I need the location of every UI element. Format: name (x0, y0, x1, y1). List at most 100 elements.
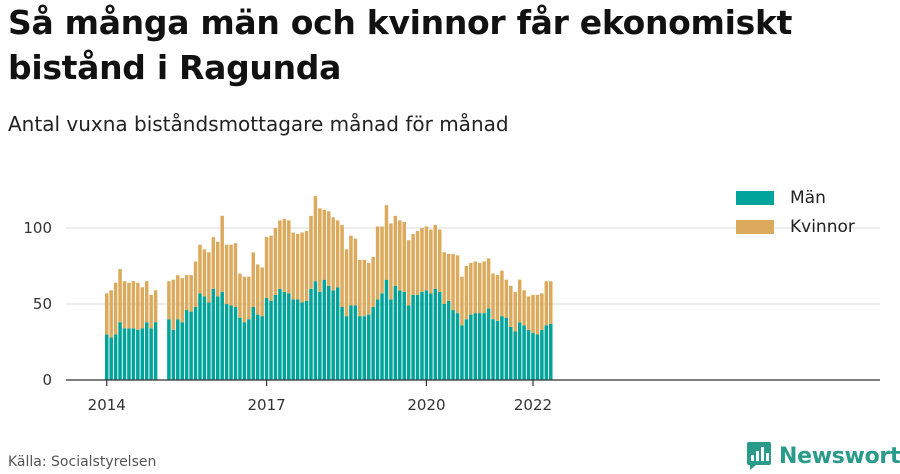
x-tick-label: 2022 (514, 396, 552, 414)
bar-men (544, 325, 549, 380)
bar-men (358, 316, 362, 380)
bar-women (371, 256, 375, 308)
bar-women (264, 237, 269, 298)
bar-men (500, 316, 504, 380)
bar-men (473, 313, 478, 380)
bar-women (522, 290, 526, 326)
bar-men (380, 293, 384, 380)
bar-men (513, 331, 517, 380)
bar-women (335, 220, 340, 288)
bar-men (193, 307, 198, 380)
bar-men (438, 291, 442, 380)
bar-men (451, 310, 455, 380)
x-tick-label: 2014 (88, 396, 126, 414)
bar-women (344, 249, 349, 317)
bar-women (464, 266, 469, 320)
bar-women (477, 262, 482, 314)
bar-women (291, 232, 295, 300)
bar-women (491, 273, 495, 320)
bar-women (313, 196, 318, 282)
bar-women (327, 211, 331, 286)
bar-women (207, 252, 211, 303)
bar-men (327, 285, 331, 380)
bar-men (167, 319, 171, 380)
bar-men (531, 332, 535, 380)
bar-women (255, 264, 260, 315)
bar-men (495, 320, 500, 380)
bar-women (504, 279, 509, 318)
bar-men (331, 290, 335, 380)
bar-men (482, 313, 486, 380)
bar-women (131, 281, 136, 329)
bar-women (260, 267, 264, 317)
bar-men (526, 329, 531, 380)
source-note: Källa: Socialstyrelsen (8, 454, 157, 470)
bar-women (193, 261, 198, 308)
bar-women (287, 220, 291, 294)
bar-women (184, 275, 189, 311)
bar-women (331, 217, 335, 291)
bar-men (322, 279, 327, 380)
bar-women (495, 275, 500, 321)
bar-men (113, 334, 118, 380)
bar-men (366, 314, 371, 380)
bar-women (149, 294, 153, 329)
brand-logo[interactable]: Newsworthy (746, 441, 900, 471)
bar-women (242, 276, 247, 323)
bar-women (176, 275, 180, 320)
bar-women (122, 281, 127, 329)
bar-men (291, 299, 295, 380)
bar-men (171, 329, 176, 380)
bar-men (220, 291, 224, 380)
bar-men (144, 322, 149, 380)
bar-women (526, 296, 531, 330)
bar-women (140, 287, 145, 329)
bar-women (429, 229, 433, 294)
bar-men (491, 319, 495, 380)
bar-women (278, 220, 282, 289)
bar-men (184, 310, 189, 380)
bar-women (473, 261, 478, 314)
bar-men (362, 316, 367, 380)
bar-men (300, 302, 304, 380)
bar-men (469, 314, 473, 380)
legend-swatch-women (736, 220, 774, 234)
bar-men (295, 299, 300, 380)
bar-men (384, 279, 389, 380)
bar-men (477, 313, 482, 380)
bar-men (140, 328, 145, 380)
bar-women (531, 294, 535, 333)
bar-men (238, 317, 242, 380)
bar-women (424, 226, 429, 291)
bar-women (451, 253, 455, 311)
bar-men (278, 288, 282, 380)
bar-women (300, 232, 304, 303)
bar-men (535, 334, 540, 380)
bar-men (269, 300, 273, 380)
bar-men (455, 313, 460, 380)
bar-men (460, 325, 464, 380)
bar-men (260, 316, 264, 380)
newsworthy-logo-icon (747, 442, 771, 470)
bar-men (318, 291, 322, 380)
x-tick-label: 2020 (407, 396, 445, 414)
bar-men (415, 294, 420, 380)
bar-women (202, 249, 207, 297)
bar-women (549, 281, 553, 324)
bar-women (384, 205, 389, 280)
bar-men (540, 329, 544, 380)
bar-women (153, 290, 158, 323)
bar-men (224, 304, 229, 380)
bar-women (309, 215, 313, 289)
bar-women (322, 209, 327, 280)
bar-women (282, 218, 287, 292)
bar-women (486, 258, 491, 309)
bar-women (229, 244, 233, 306)
bar-women (269, 235, 273, 301)
bar-women (460, 276, 464, 326)
bar-women (366, 262, 371, 315)
bar-women (167, 281, 171, 320)
bar-men (211, 288, 216, 380)
bar-women (500, 270, 504, 317)
bar-women (513, 291, 517, 332)
